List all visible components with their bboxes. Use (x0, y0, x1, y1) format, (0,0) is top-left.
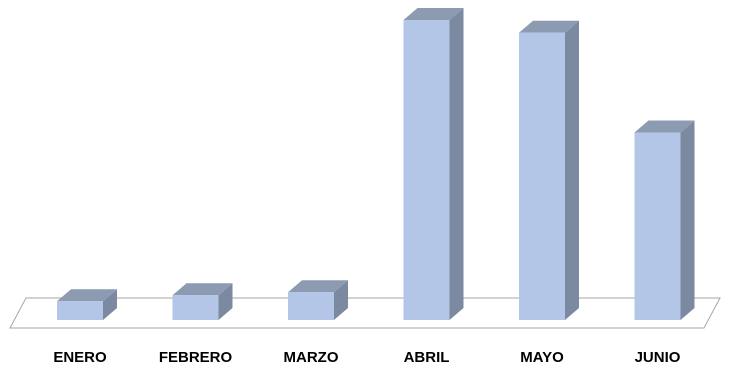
bar-side (218, 283, 233, 320)
bars-group (57, 8, 695, 320)
bar-front (57, 301, 103, 320)
bar-side (565, 20, 579, 320)
tick-label-junio: JUNIO (635, 349, 681, 366)
bar-top (288, 280, 348, 293)
bar-front (519, 32, 565, 320)
category-labels: ENERO FEBRERO MARZO ABRIL MAYO JUNIO (53, 349, 680, 366)
bar-top (519, 20, 579, 33)
bar-abril (403, 8, 464, 320)
bar-front (403, 20, 450, 320)
bar-top (403, 8, 464, 20)
bar-top (57, 289, 117, 302)
tick-label-abril: ABRIL (404, 349, 450, 366)
bar-front (172, 295, 219, 320)
tick-label-febrero: FEBRERO (159, 349, 233, 366)
bar-front (288, 292, 334, 320)
tick-label-enero: ENERO (53, 349, 107, 366)
tick-label-marzo: MARZO (284, 349, 339, 366)
bar-top (634, 120, 695, 133)
bar-side (103, 289, 117, 320)
bar-febrero (172, 283, 233, 320)
bar-top (172, 283, 233, 296)
bar-mayo (519, 20, 579, 320)
bar-marzo (288, 280, 348, 320)
bar-junio (634, 120, 695, 320)
bar-side (334, 280, 348, 320)
bar-enero (57, 289, 117, 320)
bar-side (680, 120, 695, 320)
tick-label-mayo: MAYO (520, 349, 564, 366)
bar-side (449, 8, 464, 320)
bar-front (634, 132, 681, 320)
